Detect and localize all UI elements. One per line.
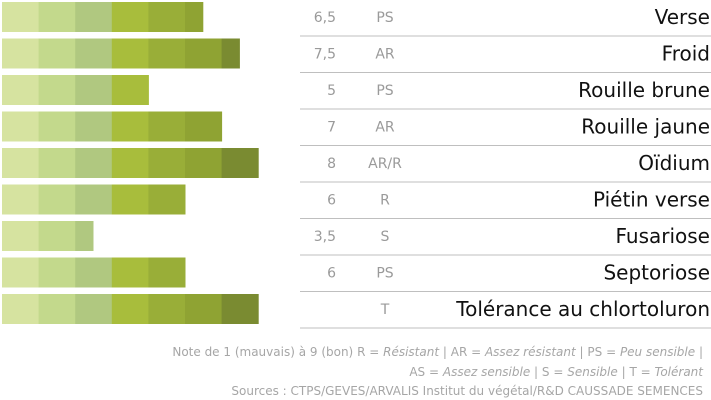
legend-item: AR = Assez résistant | [450,345,584,359]
value-label: 5 [327,83,336,99]
value-label: 3,5 [314,229,336,245]
criterion-label: Rouille jaune [581,115,710,139]
class-label: S [381,229,390,245]
criterion-label: Piétin verse [593,188,710,212]
bar-segment [148,184,186,215]
value-label: 6 [327,193,336,209]
bar-segment [148,2,186,32]
bar-segment [38,184,76,215]
bar-segment [38,294,76,324]
criterion-label: Fusariose [615,224,710,248]
criterion-label: Verse [655,5,710,29]
value-label: 6 [327,266,336,282]
bar-segment [185,38,223,69]
value-label: 7,5 [314,47,336,63]
bar-segment [38,75,76,105]
bar-segment [38,2,76,32]
criterion-label: Tolérance au chlortoluron [455,297,710,321]
bar-segment [75,184,113,215]
bar-segment [185,148,223,178]
bar-segment [38,148,76,178]
sources-note: Sources : CTPS/GEVES/ARVALIS Institut du… [231,384,703,398]
bar-segment [221,294,259,324]
bar-segment [111,148,149,178]
value-label: 6,5 [314,10,336,26]
class-label: T [380,302,390,318]
bar-segment [75,257,113,288]
bar-segment [2,221,40,251]
bar-segment [148,38,186,69]
bar-segment [38,38,76,69]
bar-segment [2,294,40,324]
class-label: PS [376,266,393,282]
class-label: AR/R [368,156,402,172]
rating-chart: 6,5 PS Verse 7,5 AR Froid 5 PS Rouille brune 7 AR R… [2,2,711,329]
bar-segment [148,111,186,142]
legend-item: AS = Assez sensible | [409,365,539,379]
bar-segment [185,2,204,32]
legend-scale-note: Note de 1 (mauvais) à 9 (bon) [172,345,354,359]
bar-segment [111,294,149,324]
value-label: 8 [327,156,336,172]
class-label: AR [375,120,395,136]
criterion-label: Oïdium [638,151,710,175]
bar-segment [2,257,40,288]
bar-segment [75,111,113,142]
legend-item: T = Tolérant [629,365,703,379]
bar-segment [148,148,186,178]
bar-segment [75,75,113,105]
bar-segment [38,257,76,288]
rating-legend: Note de 1 (mauvais) à 9 (bon) R = Résist… [63,342,703,382]
class-label: PS [376,10,393,26]
bar-segment [111,38,149,69]
legend-item: S = Sensible | [541,365,626,379]
bar-segment [185,111,223,142]
bar-segment [2,75,40,105]
bar-segment [221,38,240,69]
class-label: AR [375,47,395,63]
bar-segment [111,75,149,105]
bar-segment [2,184,40,215]
bar-segment [111,257,149,288]
bar-segment [38,221,76,251]
bar-segment [148,294,186,324]
bar-segment [111,2,149,32]
bar-segment [2,2,40,32]
bar-segment [75,38,113,69]
bar-segment [111,184,149,215]
criterion-label: Septoriose [603,261,710,285]
value-label: 7 [327,120,336,136]
bar-segment [148,257,186,288]
criterion-label: Rouille brune [578,78,710,102]
bar-segment [221,148,259,178]
bar-segment [2,38,40,69]
bar-segment [75,148,113,178]
class-label: R [380,193,390,209]
legend-item: PS = Peu sensible | [587,345,703,359]
legend-item: R = Résistant | [357,345,447,359]
bar-segment [111,111,149,142]
bar-segment [75,294,113,324]
bar-segment [38,111,76,142]
bar-segment [75,2,113,32]
bar-segment [75,221,94,251]
bar-segment [2,111,40,142]
class-label: PS [376,83,393,99]
bar-segment [185,294,223,324]
bar-segment [2,148,40,178]
criterion-label: Froid [662,42,710,66]
